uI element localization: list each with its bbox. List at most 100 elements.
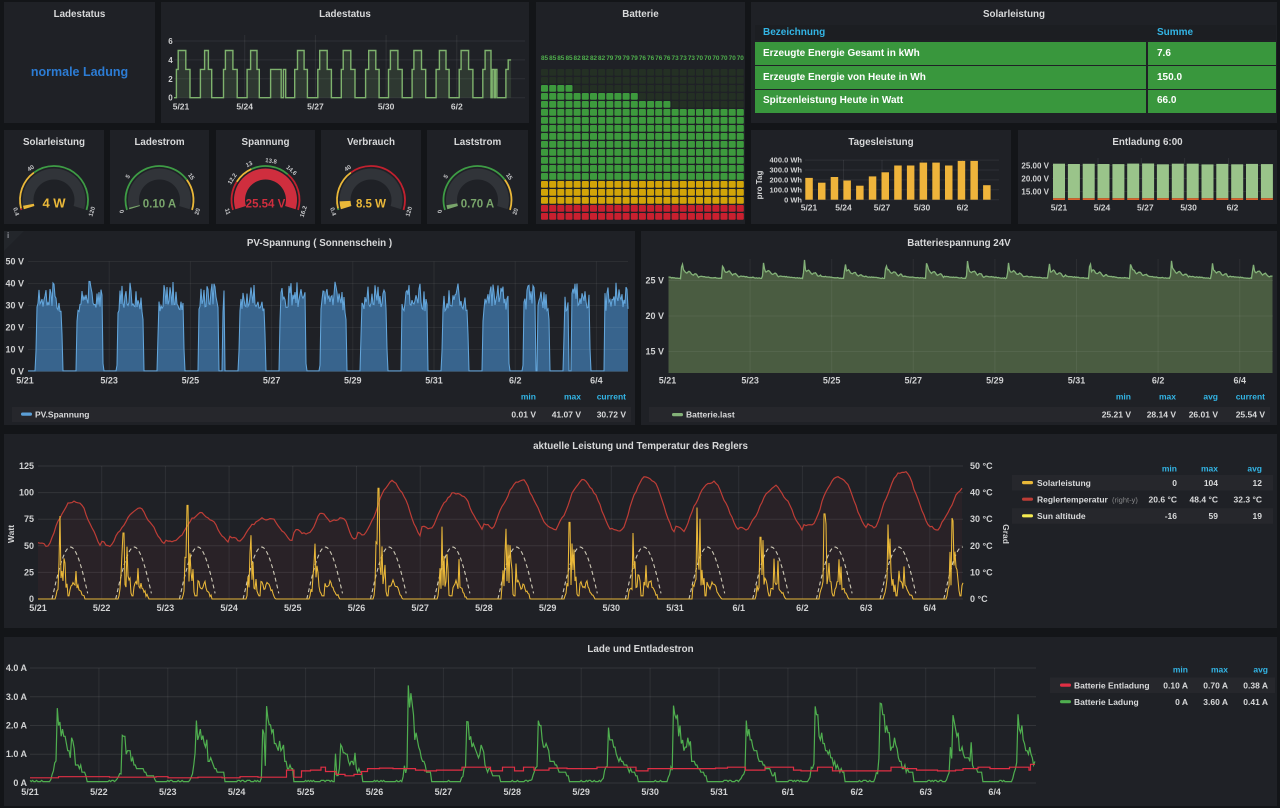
svg-text:Batterie Ladung: Batterie Ladung <box>1074 697 1139 707</box>
svg-text:5/24: 5/24 <box>236 102 253 112</box>
svg-text:5/24: 5/24 <box>835 203 852 213</box>
svg-text:10 °C: 10 °C <box>970 567 993 577</box>
svg-text:5/27: 5/27 <box>263 376 281 386</box>
svg-text:5/30: 5/30 <box>914 203 931 213</box>
svg-text:5/29: 5/29 <box>572 787 590 797</box>
svg-text:6/2: 6/2 <box>451 102 463 112</box>
svg-text:Sun altitude: Sun altitude <box>1037 511 1086 521</box>
svg-text:5/27: 5/27 <box>435 787 453 797</box>
svg-text:16.2: 16.2 <box>300 205 309 219</box>
svg-text:0: 0 <box>168 94 173 103</box>
svg-text:79: 79 <box>606 55 614 62</box>
svg-text:pro Tag: pro Tag <box>755 171 764 200</box>
svg-text:min: min <box>521 392 536 402</box>
svg-text:85: 85 <box>549 55 557 62</box>
svg-text:50: 50 <box>24 541 34 551</box>
svg-text:6/2: 6/2 <box>1227 203 1239 213</box>
svg-text:120: 120 <box>405 205 414 217</box>
svg-text:76: 76 <box>655 55 663 62</box>
svg-text:5/30: 5/30 <box>603 603 621 613</box>
svg-text:5: 5 <box>125 173 132 180</box>
svg-text:avg: avg <box>1253 665 1268 675</box>
svg-text:25.54 V: 25.54 V <box>1236 410 1266 420</box>
svg-text:104: 104 <box>1204 478 1218 488</box>
svg-text:0.41 A: 0.41 A <box>1243 697 1268 707</box>
svg-text:0.4: 0.4 <box>328 207 336 217</box>
svg-text:48.4 °C: 48.4 °C <box>1190 495 1218 505</box>
svg-text:3.60 A: 3.60 A <box>1203 697 1228 707</box>
svg-text:6/4: 6/4 <box>590 376 603 386</box>
svg-text:13.8: 13.8 <box>265 158 278 166</box>
svg-text:Batterie.last: Batterie.last <box>686 410 735 420</box>
svg-text:5/24: 5/24 <box>1094 203 1111 213</box>
svg-text:(right-y): (right-y) <box>1112 496 1138 505</box>
svg-text:Reglertemperatur: Reglertemperatur <box>1037 495 1109 505</box>
svg-text:6/2: 6/2 <box>851 787 864 797</box>
svg-text:50 V: 50 V <box>5 257 24 267</box>
svg-text:6/2: 6/2 <box>796 603 809 613</box>
svg-text:20: 20 <box>512 207 520 216</box>
svg-text:11: 11 <box>223 208 231 216</box>
svg-text:5/26: 5/26 <box>366 787 384 797</box>
svg-text:200.0 Wh: 200.0 Wh <box>769 176 802 185</box>
svg-text:5/25: 5/25 <box>297 787 315 797</box>
svg-text:73: 73 <box>688 55 696 62</box>
svg-text:5/22: 5/22 <box>93 603 111 613</box>
svg-text:25.54 V: 25.54 V <box>246 199 286 211</box>
svg-text:25.21 V: 25.21 V <box>1102 410 1132 420</box>
svg-text:73: 73 <box>672 55 680 62</box>
svg-text:5/27: 5/27 <box>307 102 324 112</box>
svg-text:19: 19 <box>1253 511 1263 521</box>
svg-text:min: min <box>1162 464 1177 474</box>
svg-text:5/21: 5/21 <box>801 203 818 213</box>
svg-text:20.6 °C: 20.6 °C <box>1149 495 1177 505</box>
svg-text:76: 76 <box>639 55 647 62</box>
svg-text:4: 4 <box>168 56 173 65</box>
svg-text:40 °C: 40 °C <box>970 488 993 498</box>
svg-text:5/30: 5/30 <box>641 787 659 797</box>
svg-text:30.72 V: 30.72 V <box>597 410 627 420</box>
svg-text:13: 13 <box>245 161 254 170</box>
svg-text:5/27: 5/27 <box>905 376 923 386</box>
svg-text:79: 79 <box>623 55 631 62</box>
svg-text:5/23: 5/23 <box>159 787 177 797</box>
svg-text:5: 5 <box>443 173 450 180</box>
svg-text:avg: avg <box>1247 464 1262 474</box>
svg-text:40 V: 40 V <box>5 279 24 289</box>
svg-text:6/4: 6/4 <box>1233 376 1246 386</box>
svg-text:12.2: 12.2 <box>227 172 239 186</box>
svg-text:85: 85 <box>557 55 565 62</box>
svg-text:5/31: 5/31 <box>710 787 728 797</box>
svg-text:25: 25 <box>24 567 34 577</box>
svg-text:82: 82 <box>590 55 598 62</box>
svg-text:30 V: 30 V <box>5 301 24 311</box>
svg-text:40: 40 <box>27 164 36 173</box>
svg-text:41.07 V: 41.07 V <box>552 410 582 420</box>
svg-text:76: 76 <box>663 55 671 62</box>
svg-text:12: 12 <box>1253 478 1263 488</box>
svg-text:5/21: 5/21 <box>1051 203 1068 213</box>
svg-text:26.01 V: 26.01 V <box>1189 410 1219 420</box>
svg-text:5/28: 5/28 <box>504 787 522 797</box>
svg-text:70: 70 <box>696 55 704 62</box>
svg-text:15 V: 15 V <box>645 347 664 357</box>
svg-text:0.01 V: 0.01 V <box>511 410 536 420</box>
svg-text:max: max <box>1201 464 1218 474</box>
svg-text:70: 70 <box>704 55 712 62</box>
svg-text:20.00 V: 20.00 V <box>1021 174 1049 183</box>
svg-text:5/30: 5/30 <box>1180 203 1197 213</box>
svg-text:82: 82 <box>574 55 582 62</box>
svg-text:82: 82 <box>582 55 590 62</box>
svg-text:6: 6 <box>168 37 173 46</box>
svg-text:6/4: 6/4 <box>924 603 937 613</box>
svg-text:5/24: 5/24 <box>220 603 238 613</box>
svg-text:20 V: 20 V <box>645 311 664 321</box>
svg-text:-16: -16 <box>1165 511 1178 521</box>
svg-text:6/1: 6/1 <box>732 603 745 613</box>
svg-text:PV.Spannung: PV.Spannung <box>35 410 89 420</box>
svg-text:120: 120 <box>88 205 97 217</box>
svg-text:20 °C: 20 °C <box>970 541 993 551</box>
svg-text:current: current <box>597 392 626 402</box>
svg-text:2.0 A: 2.0 A <box>6 721 28 731</box>
svg-text:0 Wh: 0 Wh <box>784 195 802 204</box>
